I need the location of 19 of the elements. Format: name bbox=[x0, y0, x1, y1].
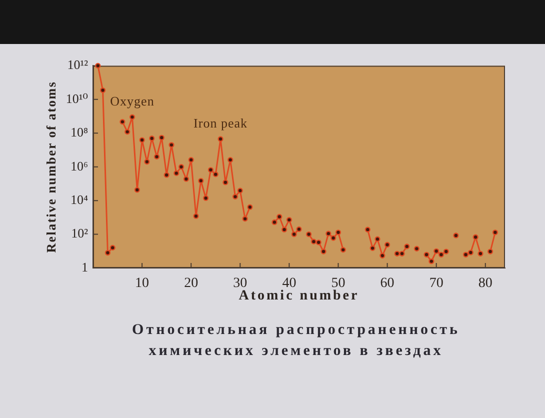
y-axis-title: Relative number of atoms bbox=[43, 80, 58, 253]
x-tick-label: 80 bbox=[478, 276, 492, 292]
y-tick-label: 1 bbox=[82, 259, 88, 274]
y-tick-label: 10⁴ bbox=[70, 192, 88, 207]
annotation: Oxygen bbox=[110, 93, 154, 108]
x-tick-label: 60 bbox=[380, 276, 394, 292]
y-tick-label: 10¹⁰ bbox=[66, 90, 88, 106]
y-tick-label: 10⁶ bbox=[70, 158, 88, 174]
annotation: Iron peak bbox=[194, 115, 248, 130]
text: Относительная распространенность химических элементов в звездах bbox=[132, 322, 460, 359]
x-tick-label: 30 bbox=[233, 276, 248, 292]
x-tick-label: 40 bbox=[282, 276, 296, 292]
x-tick-label: 10 bbox=[135, 276, 150, 292]
y-tick-label: 10⁸ bbox=[70, 124, 88, 140]
x-tick-label: 70 bbox=[429, 276, 444, 292]
y-tick-label: 10² bbox=[71, 226, 88, 241]
y-tick-label: 10¹² bbox=[67, 57, 88, 72]
x-axis-title: Atomic number bbox=[238, 288, 360, 304]
x-tick-label: 20 bbox=[184, 276, 198, 292]
